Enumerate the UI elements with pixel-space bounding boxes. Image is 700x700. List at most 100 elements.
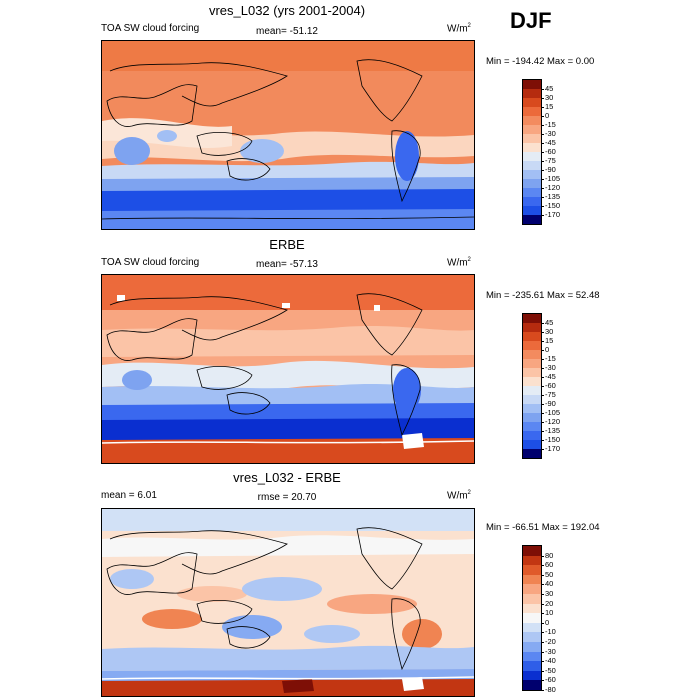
colorbar-tick-mark	[541, 386, 544, 387]
colorbar-tick-label: 45	[545, 318, 554, 327]
colorbar-tick-label: -15	[545, 120, 556, 129]
colorbar-segment	[523, 670, 541, 681]
colorbar-tick-label: -135	[545, 192, 561, 201]
colorbar-tick-label: -50	[545, 665, 556, 675]
colorbar-segment	[523, 143, 541, 152]
colorbar-segment	[523, 440, 541, 449]
colorbar-tick-mark	[541, 613, 544, 615]
colorbar-segment	[523, 89, 541, 98]
colorbar-segment	[523, 161, 541, 170]
colorbar-tick-mark	[541, 206, 544, 207]
colorbar-tick-mark	[541, 359, 544, 360]
colorbar-tick-mark	[541, 690, 544, 691]
colorbar-tick-mark	[541, 670, 544, 672]
panel-1-map	[101, 40, 475, 230]
colorbar-tick-label: 50	[545, 569, 554, 579]
panel-1-units: W/m2	[447, 23, 471, 35]
panel-3-minmax: Min = -66.51 Max = 192.04	[486, 522, 600, 533]
panel-3-map	[101, 508, 475, 697]
panel-2-units: W/m2	[447, 257, 471, 269]
colorbar-segment	[523, 449, 541, 458]
panel-1-minmax: Min = -194.42 Max = 0.00	[486, 56, 595, 67]
colorbar-segment	[523, 350, 541, 359]
panel-1-title: vres_L032 (yrs 2001-2004)	[208, 3, 366, 18]
colorbar-segment	[523, 107, 541, 116]
colorbar-segment	[523, 422, 541, 431]
colorbar-tick-label: -15	[545, 354, 556, 363]
colorbar-tick-mark	[541, 565, 544, 567]
colorbar-tick-label: -30	[545, 363, 556, 372]
colorbar-tick-label: 15	[545, 336, 554, 345]
colorbar-segment	[523, 431, 541, 440]
colorbar-tick-mark	[541, 574, 544, 576]
colorbar-segment	[523, 603, 541, 614]
colorbar-segment	[523, 574, 541, 585]
colorbar-segment	[523, 323, 541, 332]
colorbar-tick-label: -40	[545, 656, 556, 666]
colorbar-segment	[523, 651, 541, 662]
panel-2-left-label: TOA SW cloud forcing	[101, 257, 200, 268]
panel-2-center-label: mean= -57.13	[256, 259, 318, 270]
colorbar-segment	[523, 613, 541, 623]
colorbar-tick-label: 30	[545, 589, 554, 598]
colorbar-segment	[523, 641, 541, 652]
colorbar-tick-label: -170	[545, 444, 561, 453]
colorbar-segment	[523, 404, 541, 413]
colorbar-tick-label: -60	[545, 675, 556, 685]
panel-3-left-label: mean = 6.01	[101, 490, 157, 501]
colorbar-tick-mark	[541, 594, 544, 595]
panel-2-title: ERBE	[269, 237, 305, 252]
colorbar-segment	[523, 170, 541, 179]
colorbar-segment	[523, 152, 541, 161]
colorbar-tick-mark	[541, 642, 544, 643]
colorbar-segment	[523, 680, 541, 690]
panel-1-center-label: mean= -51.12	[256, 26, 318, 37]
panel-2-colorbar	[522, 313, 542, 459]
panel-1-map-svg	[102, 41, 474, 229]
panel-3-center-label: rmse = 20.70	[257, 492, 317, 503]
panel-2-minmax: Min = -235.61 Max = 52.48	[486, 290, 600, 301]
colorbar-tick-mark	[541, 377, 544, 378]
colorbar-tick-mark	[541, 107, 544, 108]
colorbar-tick-mark	[541, 197, 544, 198]
colorbar-segment	[523, 98, 541, 107]
colorbar-tick-mark	[541, 98, 544, 99]
panel-2-map-svg	[102, 275, 474, 463]
colorbar-tick-mark	[541, 422, 544, 423]
colorbar-tick-mark	[541, 440, 544, 441]
colorbar-segment	[523, 413, 541, 422]
colorbar-tick-label: -170	[545, 210, 561, 219]
colorbar-tick-label: 10	[545, 608, 554, 618]
colorbar-tick-label: -30	[545, 129, 556, 138]
colorbar-tick-label: 80	[545, 550, 554, 560]
colorbar-tick-label: 60	[545, 560, 554, 570]
colorbar-tick-mark	[541, 161, 544, 162]
colorbar-tick-mark	[541, 632, 544, 634]
colorbar-segment	[523, 80, 541, 89]
colorbar-tick-label: 30	[545, 327, 554, 336]
colorbar-tick-label: -80	[545, 685, 556, 694]
colorbar-tick-mark	[541, 152, 544, 153]
colorbar-tick-mark	[541, 323, 544, 324]
colorbar-tick-label: -60	[545, 147, 556, 156]
colorbar-segment	[523, 197, 541, 206]
panel-1-left-label: TOA SW cloud forcing	[101, 23, 200, 34]
colorbar-segment	[523, 622, 541, 633]
colorbar-tick-label: -90	[545, 165, 556, 174]
colorbar-tick-label: -150	[545, 435, 561, 444]
colorbar-segment	[523, 584, 541, 594]
colorbar-tick-label: -45	[545, 138, 556, 147]
colorbar-tick-mark	[541, 603, 544, 605]
colorbar-tick-label: -20	[545, 637, 556, 646]
colorbar-segment	[523, 632, 541, 642]
colorbar-tick-mark	[541, 143, 544, 144]
colorbar-tick-label: -105	[545, 408, 561, 417]
panel-1-colorbar	[522, 79, 542, 225]
colorbar-segment	[523, 368, 541, 377]
colorbar-tick-label: 0	[545, 345, 550, 354]
colorbar-tick-mark	[541, 179, 544, 180]
colorbar-tick-label: 20	[545, 598, 554, 608]
colorbar-segment	[523, 179, 541, 188]
colorbar-tick-label: 0	[545, 111, 550, 120]
colorbar-segment	[523, 206, 541, 215]
